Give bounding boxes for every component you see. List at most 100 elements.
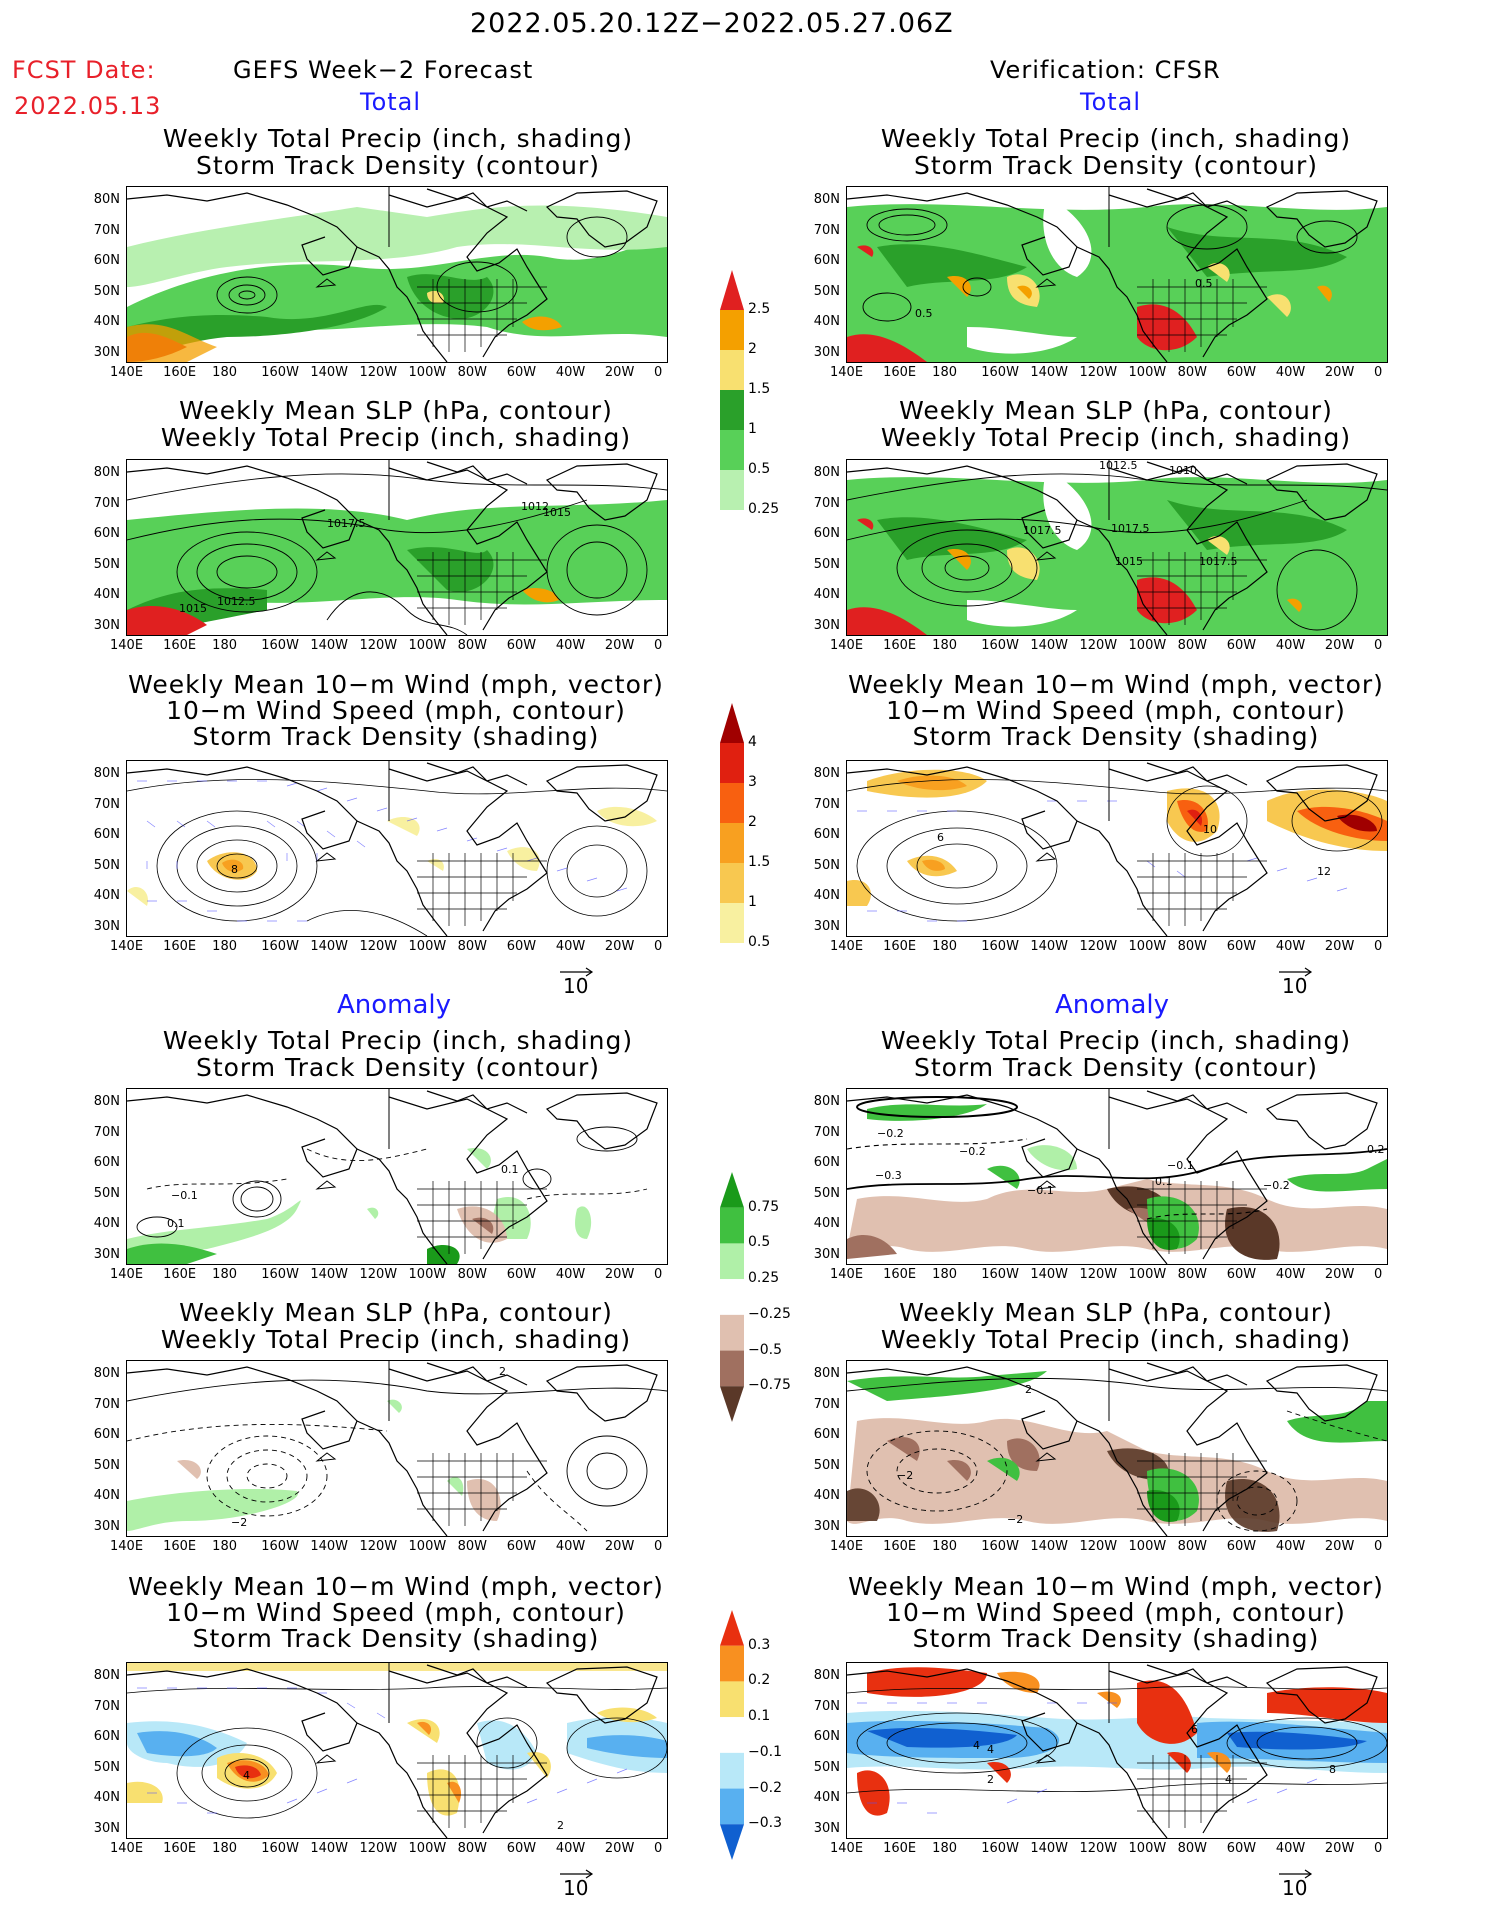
date-range-title: 2022.05.20.12Z−2022.05.27.06Z (470, 8, 954, 39)
cfsr-precip-contour-label-2: 0.5 (915, 307, 933, 320)
lon-label: 100W (408, 939, 447, 954)
cfsr-total-wind-map: 6 10 12 (846, 760, 1388, 937)
lon-label: 0 (654, 1267, 663, 1282)
colorbar-segment (720, 350, 744, 390)
fcst-total-precip-map (126, 186, 668, 363)
lat-label: 70N (93, 1698, 120, 1714)
fcst-anom-wind-label-2: 2 (557, 1819, 564, 1832)
lon-label: 100W (408, 1539, 447, 1554)
lon-label: 100W (1128, 1841, 1167, 1856)
lat-label: 30N (93, 345, 120, 360)
lon-label: 140W (1030, 1841, 1069, 1856)
colorbar-label: 0.5 (748, 934, 771, 950)
lon-label: 20W (604, 1841, 635, 1856)
lon-label: 20W (604, 1539, 635, 1554)
lon-label: 60W (506, 638, 537, 653)
lon-label: 80W (457, 1539, 488, 1554)
lat-label: 60N (813, 526, 840, 542)
colorbar-segment (720, 1350, 744, 1387)
lon-label: 0 (654, 1841, 663, 1856)
lat-label: 60N (813, 1427, 840, 1443)
cfsr-anom-slp-title-2: Weekly Total Precip (inch, shading) (880, 1325, 1352, 1354)
lon-label: 140W (310, 638, 349, 653)
colorbar-label: −0.1 (748, 1743, 782, 1760)
lon-label: 100W (408, 638, 447, 653)
lat-label: 30N (93, 618, 120, 633)
lon-label: 20W (1324, 638, 1355, 653)
colorbar-segment (720, 470, 744, 510)
lon-label: 140W (310, 365, 349, 380)
cfsr-anom-wind-title-3: Storm Track Density (shading) (912, 1624, 1320, 1653)
colorbar-segment (720, 1243, 744, 1280)
lon-label: 20W (604, 638, 635, 653)
lat-label: 30N (813, 345, 840, 360)
right-total-label: Total (1080, 88, 1142, 116)
colorbar-svg (720, 1172, 744, 1422)
lat-label: 60N (93, 1729, 120, 1745)
lon-label: 120W (1079, 638, 1118, 653)
lon-label: 160E (163, 638, 197, 653)
colorbar-segment (720, 1717, 744, 1753)
lon-label: 140W (310, 939, 349, 954)
cfsr-anom-wind-label-4: 8 (1329, 1763, 1336, 1776)
colorbar-segment (720, 1752, 744, 1789)
cfsr-wind-label-2: 10 (1203, 823, 1217, 836)
cfsr-anom-wind-label-3: 4 (1225, 1773, 1232, 1786)
fcst-total-wind-title-2: 10−m Wind Speed (mph, contour) (166, 696, 626, 725)
left-column-title: GEFS Week−2 Forecast (233, 56, 534, 84)
lon-label: 80W (457, 638, 488, 653)
lat-label: 40N (813, 888, 840, 904)
lat-label: 60N (813, 1155, 840, 1171)
cfsr-slp-label-6: 1017.5 (1199, 555, 1238, 568)
cfsr-anom-precip-title-1: Weekly Total Precip (inch, shading) (880, 1026, 1352, 1055)
fcst-slp-label-2: 1012 (521, 500, 549, 513)
lon-label: 60W (506, 939, 537, 954)
lat-label: 70N (93, 796, 120, 812)
colorbar-segment (720, 1314, 744, 1351)
lon-label: 160W (981, 365, 1019, 380)
colorbar-label: 2 (748, 814, 757, 830)
lon-label: 80W (457, 1841, 488, 1856)
fcst-anom-wind-title-2: 10−m Wind Speed (mph, contour) (166, 1598, 626, 1627)
lon-label: 80W (457, 939, 488, 954)
cfsr-anom-vector-ref (1277, 1862, 1317, 1886)
lon-label: 140W (310, 1267, 349, 1282)
lon-label: 120W (1079, 939, 1118, 954)
lat-label: 30N (93, 1519, 120, 1534)
lon-label: 180 (932, 365, 957, 380)
lon-label: 140W (310, 1539, 349, 1554)
lon-label: 40W (555, 365, 586, 380)
cfsr-anom-slp-label-3: −2 (1007, 1513, 1023, 1526)
lat-label: 50N (813, 1457, 840, 1473)
fcst-slp-label-1: 1017.5 (327, 517, 366, 530)
lon-label: 40W (555, 638, 586, 653)
lat-label: 50N (813, 1185, 840, 1201)
lon-label: 160E (883, 638, 917, 653)
lon-label: 140W (1030, 638, 1069, 653)
cfsr-anom-precip-label-6: 0.1 (1155, 1175, 1173, 1188)
cfsr-total-vector-ref (1277, 960, 1317, 984)
fcst-anom-wind-title-3: Storm Track Density (shading) (192, 1624, 600, 1653)
lon-label: 20W (604, 939, 635, 954)
lon-label: 60W (1226, 638, 1257, 653)
lat-label: 30N (813, 919, 840, 934)
lat-label: 70N (813, 1124, 840, 1140)
colorbar-segment (720, 1681, 744, 1718)
lat-label: 70N (813, 1698, 840, 1714)
lon-label: 140E (110, 1539, 144, 1554)
cfsr-total-precip-title-1: Weekly Total Precip (inch, shading) (880, 124, 1352, 153)
lat-label: 60N (813, 253, 840, 269)
colorbar-label: 0.1 (748, 1708, 771, 1725)
anom-precip-colorbar: 0.75 0.5 0.25 −0.25 −0.5 −0.75 (720, 1172, 791, 1422)
lon-label: 180 (932, 939, 957, 954)
lon-label: 40W (1275, 1539, 1306, 1554)
lon-label: 60W (506, 365, 537, 380)
cfsr-total-slp-title-1: Weekly Mean SLP (hPa, contour) (899, 396, 1333, 425)
lon-label: 40W (555, 1539, 586, 1554)
lon-label: 100W (1128, 365, 1167, 380)
lat-label: 50N (93, 1759, 120, 1775)
lat-label: 80N (813, 465, 840, 480)
lon-label: 120W (359, 638, 398, 653)
lon-label: 160E (163, 1841, 197, 1856)
lat-label: 80N (813, 1366, 840, 1381)
